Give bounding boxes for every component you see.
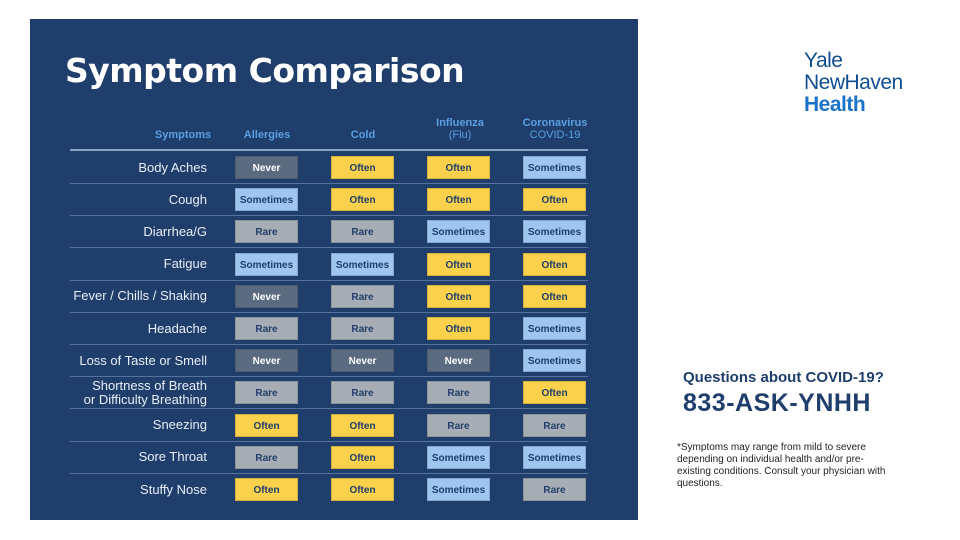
table-cell: Sometimes bbox=[523, 220, 586, 244]
table-cell: Never bbox=[427, 349, 490, 373]
table-cell: Sometimes bbox=[427, 445, 490, 469]
header-divider bbox=[70, 149, 588, 151]
symptom-label: Stuffy Nose bbox=[140, 481, 207, 497]
table-cell: Often bbox=[523, 284, 586, 308]
column-header-coronavirus: Coronavirus COVID-19 bbox=[522, 117, 588, 141]
row-divider bbox=[70, 344, 588, 345]
symptom-label: Sneezing bbox=[152, 417, 207, 433]
symptom-label: Fever / Chills / Shaking bbox=[73, 288, 207, 304]
symptom-label: Body Aches bbox=[138, 159, 207, 175]
table-cell: Rare bbox=[235, 445, 298, 469]
symptom-label: Loss of Taste or Smell bbox=[79, 352, 207, 368]
symptom-label: Fatigue bbox=[163, 256, 207, 272]
table-cell: Often bbox=[235, 478, 298, 501]
table-cell: Rare bbox=[427, 381, 490, 405]
table-cell: Sometimes bbox=[427, 220, 490, 244]
table-cell: Sometimes bbox=[235, 188, 298, 212]
symptom-label: Headache bbox=[147, 320, 207, 336]
table-cell: Sometimes bbox=[427, 478, 490, 501]
row-divider bbox=[70, 472, 588, 474]
covid-question-heading: Questions about COVID-19? bbox=[683, 369, 884, 386]
table-cell: Sometimes bbox=[523, 349, 586, 373]
table-cell: Sometimes bbox=[523, 156, 586, 179]
table-cell: Often bbox=[427, 156, 490, 179]
symptom-label: Diarrhea/G bbox=[143, 223, 207, 239]
table-cell: Often bbox=[331, 188, 394, 212]
row-divider bbox=[70, 247, 588, 249]
column-header-symptoms: Symptoms bbox=[154, 129, 212, 141]
symptom-label: Shortness of Breath or Difficulty Breathi… bbox=[83, 377, 207, 407]
table-cell: Never bbox=[235, 156, 298, 179]
table-cell: Often bbox=[523, 252, 586, 276]
table-cell: Rare bbox=[331, 284, 394, 308]
column-header-cold: Cold bbox=[350, 129, 376, 141]
table-cell: Often bbox=[331, 156, 394, 179]
column-header-allergies: Allergies bbox=[243, 129, 291, 141]
page-title: Symptom Comparison bbox=[65, 51, 465, 90]
column-header-influenza: Influenza (Flu) bbox=[436, 117, 484, 141]
table-cell: Often bbox=[427, 188, 490, 212]
table-cell: Often bbox=[331, 445, 394, 469]
row-divider bbox=[70, 215, 588, 217]
table-cell: Sometimes bbox=[331, 252, 394, 276]
table-cell: Often bbox=[427, 284, 490, 308]
row-divider bbox=[70, 408, 588, 410]
table-cell: Rare bbox=[235, 220, 298, 244]
table-cell: Often bbox=[331, 413, 394, 437]
row-divider bbox=[70, 311, 588, 313]
table-cell: Often bbox=[427, 252, 490, 276]
symptom-label: Cough bbox=[168, 191, 207, 207]
footnote: *Symptoms may range from mild to severe … bbox=[677, 442, 886, 489]
table-cell: Often bbox=[427, 317, 490, 340]
table-cell: Never bbox=[331, 349, 394, 373]
hotline-number: 833-ASK-YNHH bbox=[683, 389, 871, 417]
row-divider bbox=[70, 376, 588, 378]
table-cell: Rare bbox=[235, 381, 298, 405]
yale-newhaven-health-logo: Yale NewHaven Health bbox=[804, 49, 903, 116]
row-divider bbox=[70, 440, 588, 442]
row-divider bbox=[70, 183, 588, 184]
table-cell: Sometimes bbox=[523, 317, 586, 340]
table-cell: Rare bbox=[235, 317, 298, 340]
table-cell: Never bbox=[235, 284, 298, 308]
table-cell: Rare bbox=[427, 413, 490, 437]
symptom-comparison-panel: Symptom Comparison Symptoms Allergies Co… bbox=[30, 19, 638, 520]
table-cell: Sometimes bbox=[235, 252, 298, 276]
table-cell: Often bbox=[523, 381, 586, 405]
symptom-label: Sore Throat bbox=[138, 449, 207, 465]
table-cell: Rare bbox=[523, 413, 586, 437]
table-cell: Rare bbox=[331, 317, 394, 340]
table-cell: Rare bbox=[331, 220, 394, 244]
table-cell: Sometimes bbox=[523, 445, 586, 469]
table-cell: Often bbox=[235, 413, 298, 437]
table-cell: Often bbox=[523, 188, 586, 212]
table-cell: Rare bbox=[523, 478, 586, 501]
table-cell: Never bbox=[235, 349, 298, 373]
table-cell: Rare bbox=[331, 381, 394, 405]
table-cell: Often bbox=[331, 478, 394, 501]
row-divider bbox=[70, 279, 588, 281]
